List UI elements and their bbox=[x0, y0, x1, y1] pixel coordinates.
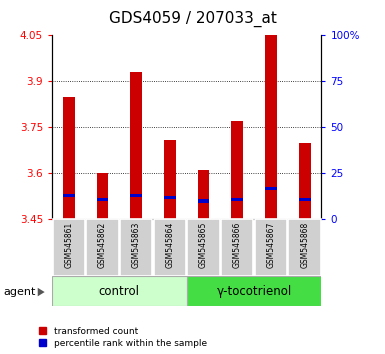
Bar bbox=[63, 194, 75, 197]
Text: GDS4059 / 207033_at: GDS4059 / 207033_at bbox=[109, 11, 276, 27]
Text: GSM545868: GSM545868 bbox=[300, 222, 309, 268]
Text: γ-tocotrienol: γ-tocotrienol bbox=[216, 285, 292, 298]
Text: agent: agent bbox=[4, 287, 36, 297]
Bar bbox=[288, 219, 321, 276]
Text: GSM545864: GSM545864 bbox=[166, 222, 174, 268]
Bar bbox=[299, 198, 311, 201]
Bar bbox=[53, 219, 85, 276]
Bar bbox=[265, 35, 277, 219]
Bar bbox=[164, 196, 176, 199]
Text: control: control bbox=[99, 285, 140, 298]
Bar bbox=[231, 198, 243, 201]
Bar bbox=[120, 219, 152, 276]
Bar bbox=[97, 198, 109, 201]
Bar bbox=[52, 276, 187, 306]
Bar bbox=[164, 140, 176, 219]
Bar bbox=[198, 199, 209, 203]
Bar bbox=[265, 187, 277, 190]
Polygon shape bbox=[38, 288, 45, 296]
Legend: transformed count, percentile rank within the sample: transformed count, percentile rank withi… bbox=[39, 327, 207, 348]
Bar bbox=[130, 72, 142, 219]
Bar bbox=[86, 219, 119, 276]
Text: GSM545863: GSM545863 bbox=[132, 222, 141, 268]
Text: GSM545867: GSM545867 bbox=[266, 222, 275, 268]
Bar bbox=[130, 194, 142, 197]
Bar bbox=[255, 219, 287, 276]
Text: GSM545865: GSM545865 bbox=[199, 222, 208, 268]
Bar bbox=[299, 143, 311, 219]
Bar bbox=[187, 219, 220, 276]
Bar bbox=[154, 219, 186, 276]
Bar bbox=[97, 173, 109, 219]
Text: GSM545861: GSM545861 bbox=[64, 222, 73, 268]
Text: GSM545866: GSM545866 bbox=[233, 222, 242, 268]
Bar bbox=[63, 97, 75, 219]
Text: GSM545862: GSM545862 bbox=[98, 222, 107, 268]
Bar bbox=[231, 121, 243, 219]
Bar bbox=[187, 276, 321, 306]
Bar bbox=[221, 219, 253, 276]
Bar bbox=[198, 170, 209, 219]
